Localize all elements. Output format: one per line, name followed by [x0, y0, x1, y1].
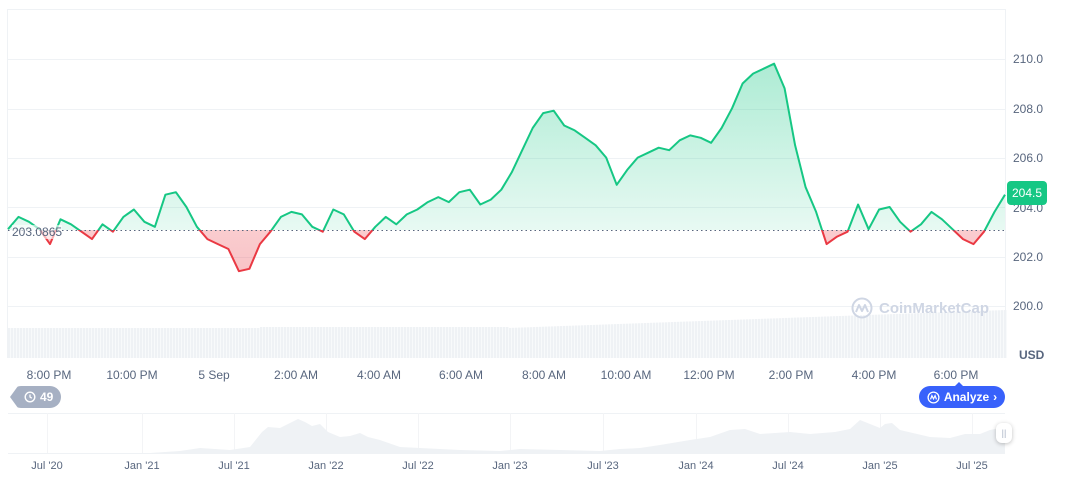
events-count: 49 — [40, 390, 54, 404]
y-tick-label: 210.0 — [1013, 52, 1044, 66]
navigator-tick-label: Jan '24 — [678, 460, 714, 472]
y-tick-label: 202.0 — [1013, 250, 1044, 264]
analyze-button[interactable]: Analyze › — [919, 382, 1005, 408]
x-tick-label: 4:00 PM — [851, 368, 897, 382]
x-tick-label: 10:00 PM — [106, 368, 158, 382]
history-clock-icon — [24, 391, 36, 403]
coinmarketcap-watermark: CoinMarketCap — [851, 297, 989, 319]
y-tick-label: 206.0 — [1013, 151, 1044, 165]
chevron-right-icon: › — [993, 390, 998, 404]
watermark-text: CoinMarketCap — [879, 299, 990, 317]
cmc-ai-icon — [927, 390, 940, 404]
current-price-tag: 204.5 — [1007, 181, 1047, 205]
x-tick-label: 5 Sep — [198, 368, 230, 382]
y-tick-label: 200.0 — [1013, 299, 1044, 313]
price-series — [7, 62, 1006, 273]
x-tick-label: 10:00 AM — [600, 368, 652, 382]
y-tick-label: 208.0 — [1013, 102, 1044, 116]
navigator-tick-label: Jan '21 — [124, 460, 160, 472]
navigator-area[interactable] — [8, 413, 1005, 454]
currency-unit-label: USD — [1019, 348, 1045, 362]
x-tick-label: 4:00 AM — [356, 368, 402, 382]
navigator-tick-label: Jan '23 — [492, 460, 528, 472]
x-tick-label: 8:00 PM — [26, 368, 72, 382]
navigator-range-handle[interactable]: || — [996, 423, 1012, 443]
navigator-tick-label: Jul '24 — [772, 460, 804, 472]
x-tick-label: 6:00 PM — [933, 368, 979, 382]
x-tick-label: 2:00 PM — [768, 368, 814, 382]
coinmarketcap-logo-icon — [851, 297, 873, 319]
baseline-price-label: 203.0865 — [12, 225, 63, 239]
events-button[interactable]: 49 — [10, 386, 62, 408]
volume-bars — [8, 310, 1007, 358]
navigator-tick-label: Jan '22 — [308, 460, 344, 472]
navigator-tick-label: Jul '21 — [218, 460, 250, 472]
navigator-tick-label: Jul '20 — [31, 460, 63, 472]
x-tick-label: 2:00 AM — [273, 368, 319, 382]
navigator-tick-label: Jul '25 — [956, 460, 988, 472]
navigator-tick-label: Jan '25 — [862, 460, 898, 472]
x-tick-label: 12:00 PM — [683, 368, 735, 382]
navigator-tick-label: Jul '22 — [402, 460, 434, 472]
x-tick-label: 8:00 AM — [521, 368, 567, 382]
navigator-tick-label: Jul '23 — [587, 460, 619, 472]
x-tick-label: 6:00 AM — [438, 368, 484, 382]
analyze-label: Analyze — [943, 390, 990, 404]
